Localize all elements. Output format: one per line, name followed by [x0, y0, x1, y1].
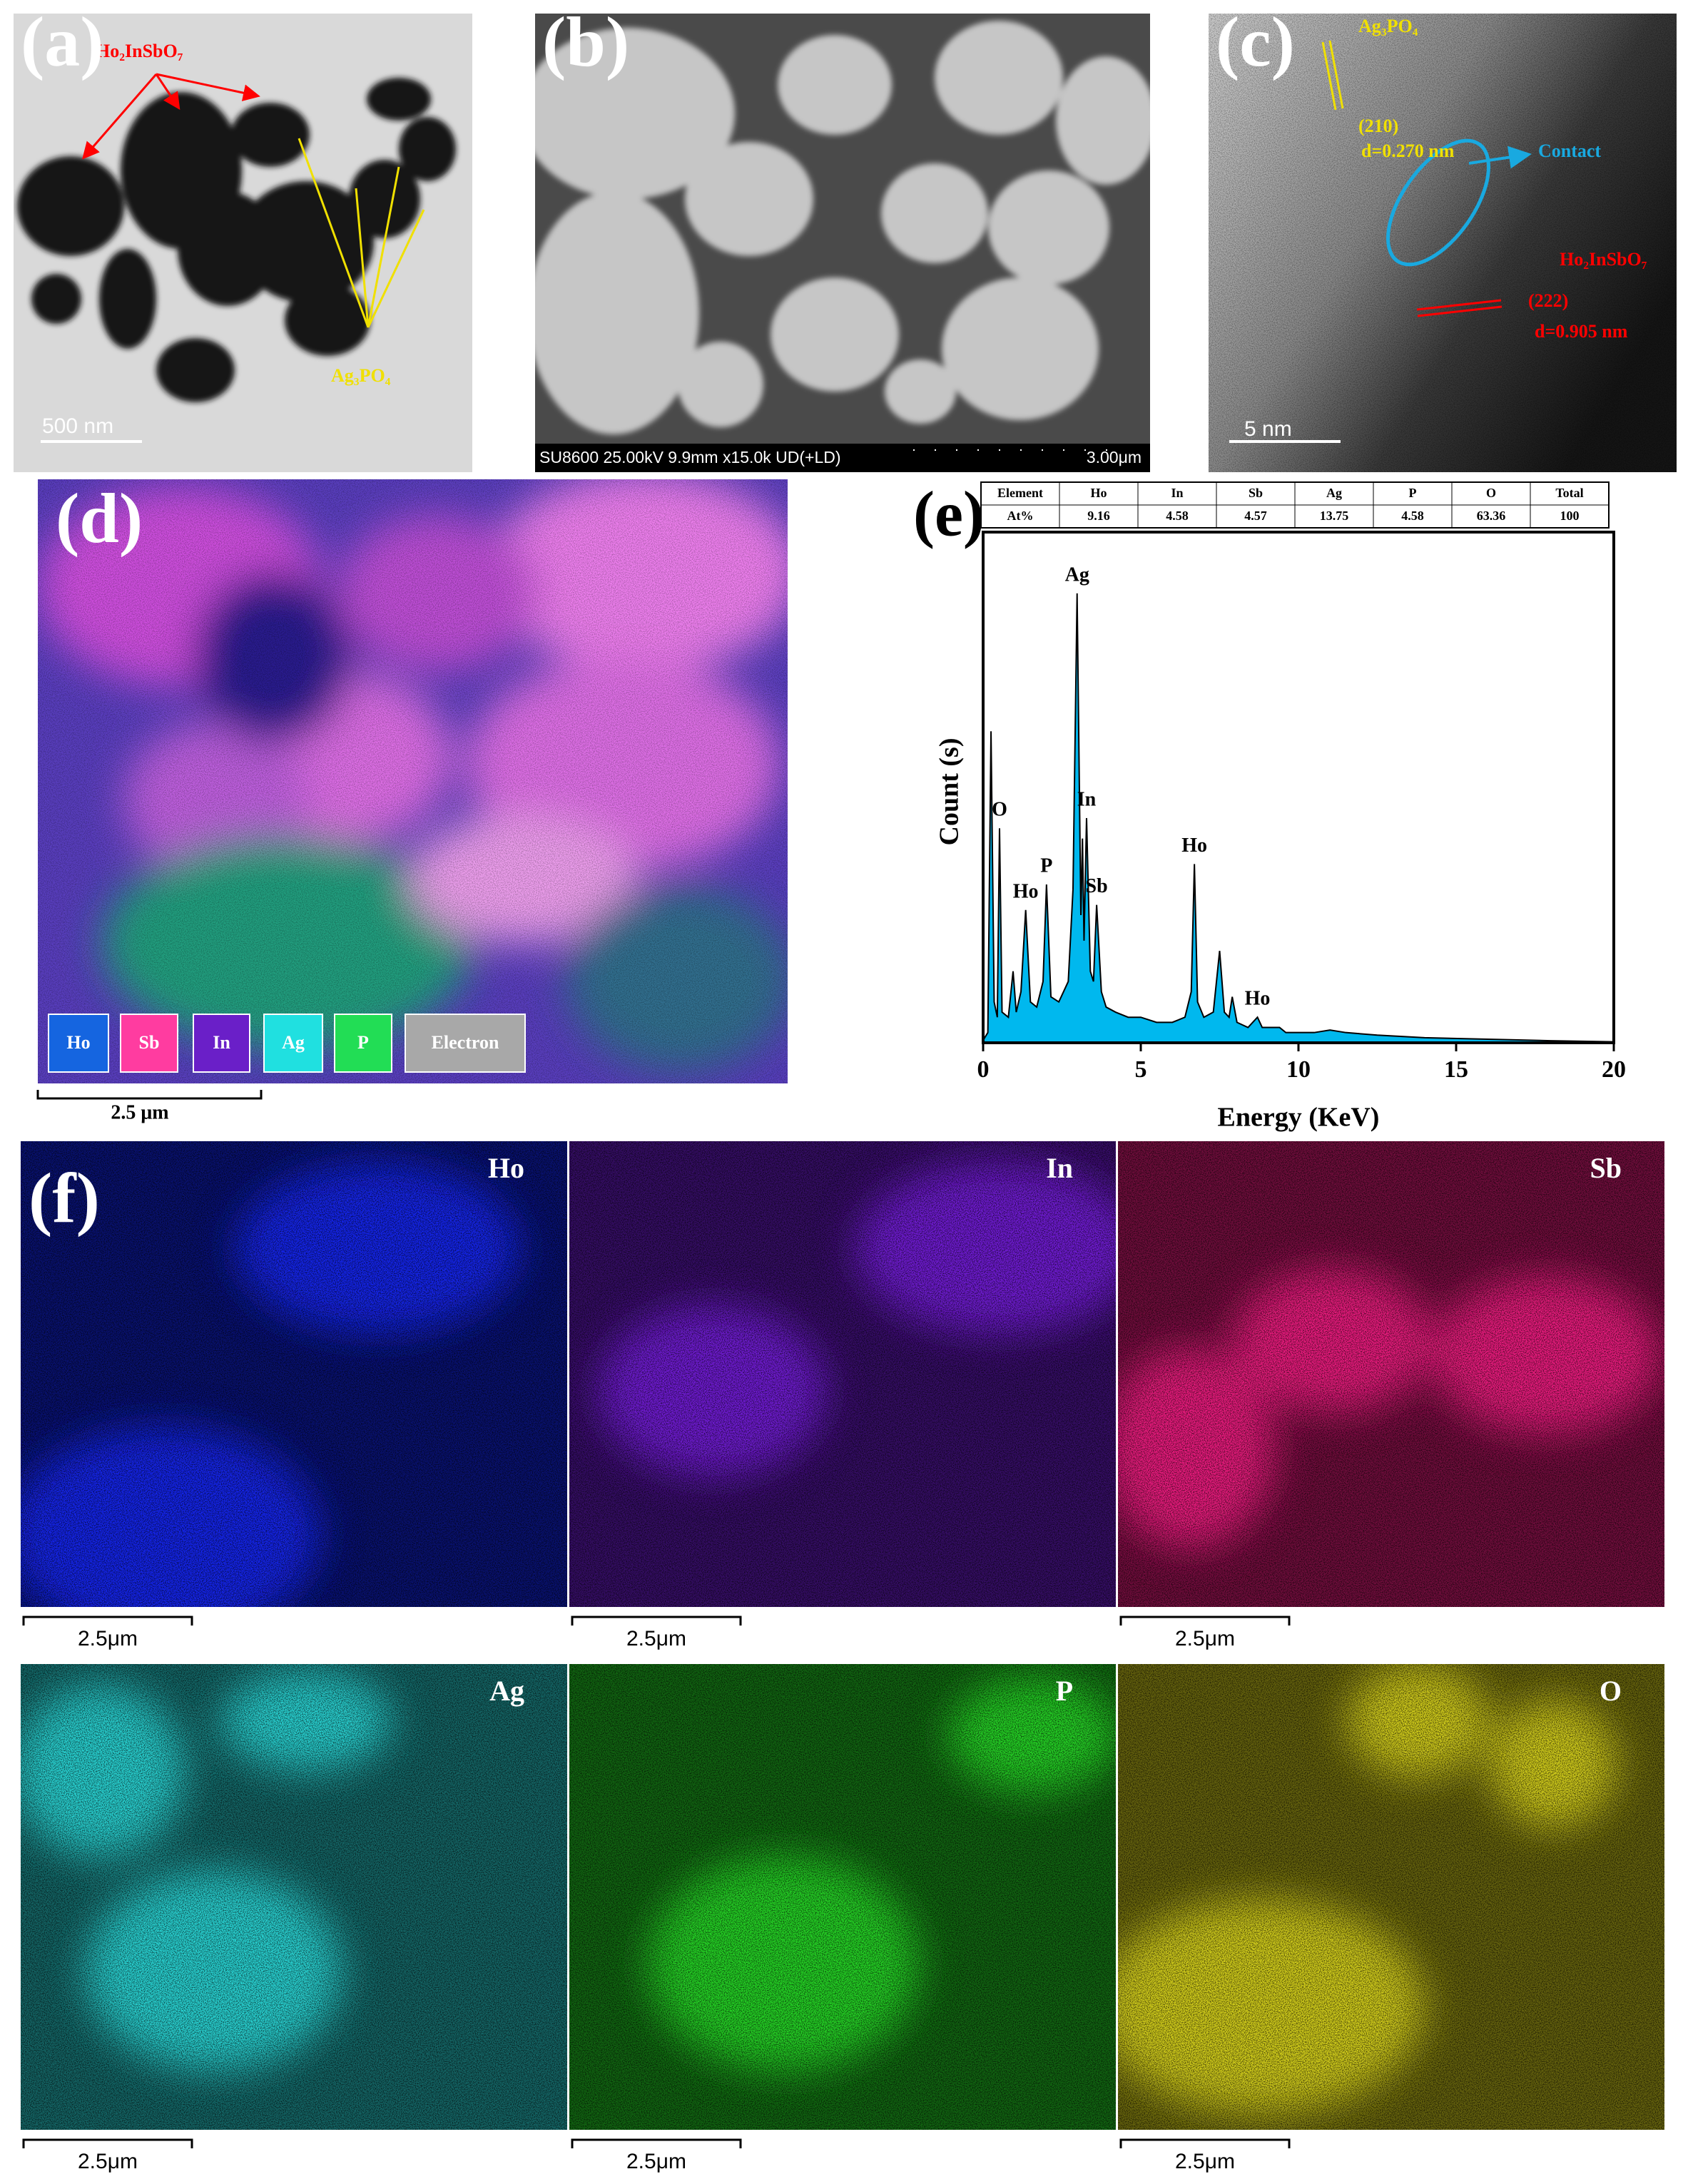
table-cell: 13.75: [1320, 509, 1349, 523]
legend-label: In: [213, 1032, 230, 1053]
annotation: d=0.270 nm: [1361, 141, 1455, 161]
scale-bar: [571, 2138, 742, 2148]
annotation: (222): [1528, 290, 1568, 311]
table-cell: 4.57: [1244, 509, 1267, 523]
panel-label: (f): [29, 1158, 100, 1238]
map-label: O: [1600, 1675, 1622, 1707]
table-cell: 4.58: [1166, 509, 1189, 523]
table-cell: 4.58: [1401, 509, 1424, 523]
table-cell: At%: [1007, 509, 1034, 523]
peak-label: P: [1040, 854, 1052, 877]
peak-label: Ag: [1065, 563, 1089, 586]
x-tick-label: 10: [1286, 1056, 1311, 1083]
x-axis-title: Energy (KeV): [1218, 1103, 1380, 1133]
legend-label: P: [357, 1032, 369, 1053]
table-cell: 9.16: [1087, 509, 1110, 523]
panel-label: (a): [21, 2, 104, 81]
peak-label: Ho: [1245, 988, 1271, 1010]
table-cell: In: [1171, 486, 1183, 500]
element-maps: Ho 2.5μm In 2.5μm Sb 2.5μm Ag 2.5μm P 2.5μm O 2.5μm: [21, 1141, 1664, 2173]
scale-bar-label: 2.5μm: [1175, 1627, 1235, 1650]
table-cell: Element: [997, 486, 1043, 500]
legend-swatch: [334, 1014, 392, 1073]
peak-label: Sb: [1086, 875, 1108, 897]
scale-bar-label: 2.5 μm: [111, 1101, 168, 1123]
peak-label: Ho: [1013, 880, 1039, 902]
panel-label: (d): [56, 479, 143, 558]
panel-label: (e): [913, 479, 985, 550]
table-cell: 63.36: [1477, 509, 1506, 523]
scale-bar-label: 2.5μm: [626, 1627, 686, 1650]
panel-a: Ho₂InSbO₇ Ag₃PO₄ (a) 500 nm: [14, 2, 472, 472]
x-tick-label: 20: [1602, 1056, 1626, 1083]
map-label: In: [1046, 1152, 1073, 1184]
map-label: Sb: [1590, 1152, 1622, 1184]
spectrum-line: [982, 593, 1615, 1043]
peak-label: In: [1077, 788, 1097, 810]
legend-label: Ho: [66, 1032, 90, 1053]
scale-bar-label: 2.5μm: [1175, 2150, 1235, 2173]
annotation: (210): [1358, 116, 1398, 136]
map-label: P: [1056, 1675, 1073, 1707]
x-tick-label: 15: [1444, 1056, 1468, 1083]
annotation: Ag₃PO₄: [1358, 16, 1418, 36]
panel-c: Ag₃PO₄ (210) d=0.270 nm Contact Ho₂InSbO…: [1209, 2, 1677, 472]
table-cell: O: [1486, 486, 1496, 500]
scale-bar-label: 2.5μm: [626, 2150, 686, 2173]
legend-swatch: [263, 1014, 323, 1073]
table-cell: Ag: [1326, 486, 1342, 500]
legend-swatch: [48, 1014, 109, 1073]
y-axis-title: Count (s): [935, 738, 965, 846]
table-cell: Ho: [1090, 486, 1107, 500]
scale-bar: [22, 2138, 193, 2148]
annotation: Ag₃PO₄: [331, 365, 391, 386]
panel-label: (c): [1216, 2, 1295, 81]
scale-bar-label: 2.5μm: [78, 1627, 138, 1650]
instrument-info: SU8600 25.00kV 9.9mm x15.0k UD(+LD): [539, 448, 841, 466]
spectrum-area: [983, 593, 1614, 1043]
scale-bar-label: 3.00μm: [1087, 448, 1142, 466]
element-map: In: [569, 1141, 1116, 1607]
element-map: Ho: [21, 1141, 567, 1607]
table-cell: Total: [1555, 486, 1583, 500]
legend-label: Electron: [432, 1032, 499, 1053]
scale-bar: [1119, 1616, 1291, 1626]
annotation: Contact: [1538, 141, 1601, 161]
legend-label: Ag: [282, 1032, 305, 1053]
table-cell: P: [1409, 486, 1417, 500]
panel-b: SU8600 25.00kV 9.9mm x15.0k UD(+LD) 3.00…: [535, 2, 1150, 472]
table-cell: 100: [1560, 509, 1580, 523]
element-map: Sb: [1118, 1141, 1664, 1607]
scale-bar: [571, 1616, 742, 1626]
scale-bar: [22, 1616, 193, 1626]
annotation: Ho₂InSbO₇: [96, 41, 183, 61]
panel-d: Ho Sb In Ag P Electron (d): [38, 479, 788, 1083]
legend-swatch: [120, 1014, 178, 1073]
panel-label: (b): [542, 2, 629, 81]
map-label: Ho: [488, 1152, 524, 1184]
scale-bar: [1119, 2138, 1291, 2148]
element-map: O: [1118, 1664, 1664, 2130]
annotation: Ho₂InSbO₇: [1560, 249, 1647, 270]
scale-bar-label: 500 nm: [42, 414, 113, 438]
element-map: Ag: [21, 1664, 567, 2130]
scale-bar-label: 2.5μm: [78, 2150, 138, 2173]
legend: Ho Sb In Ag P Electron: [48, 1014, 526, 1073]
map-label: Ag: [489, 1675, 524, 1707]
annotation: d=0.905 nm: [1535, 321, 1628, 342]
legend-swatch: [193, 1014, 250, 1073]
table-cell: Sb: [1249, 486, 1263, 500]
legend-label: Sb: [139, 1032, 160, 1053]
peak-label: Ho: [1181, 835, 1207, 857]
scale-bar-label: 5 nm: [1244, 417, 1292, 441]
x-tick-label: 0: [977, 1056, 990, 1083]
peak-label: O: [992, 799, 1007, 821]
table: Element Ho In Sb Ag P O Total At% 9.16 4.58 4.57 13.…: [980, 481, 1610, 529]
element-map: P: [569, 1664, 1116, 2130]
x-tick-label: 5: [1135, 1056, 1147, 1083]
legend-swatch: [405, 1014, 526, 1073]
